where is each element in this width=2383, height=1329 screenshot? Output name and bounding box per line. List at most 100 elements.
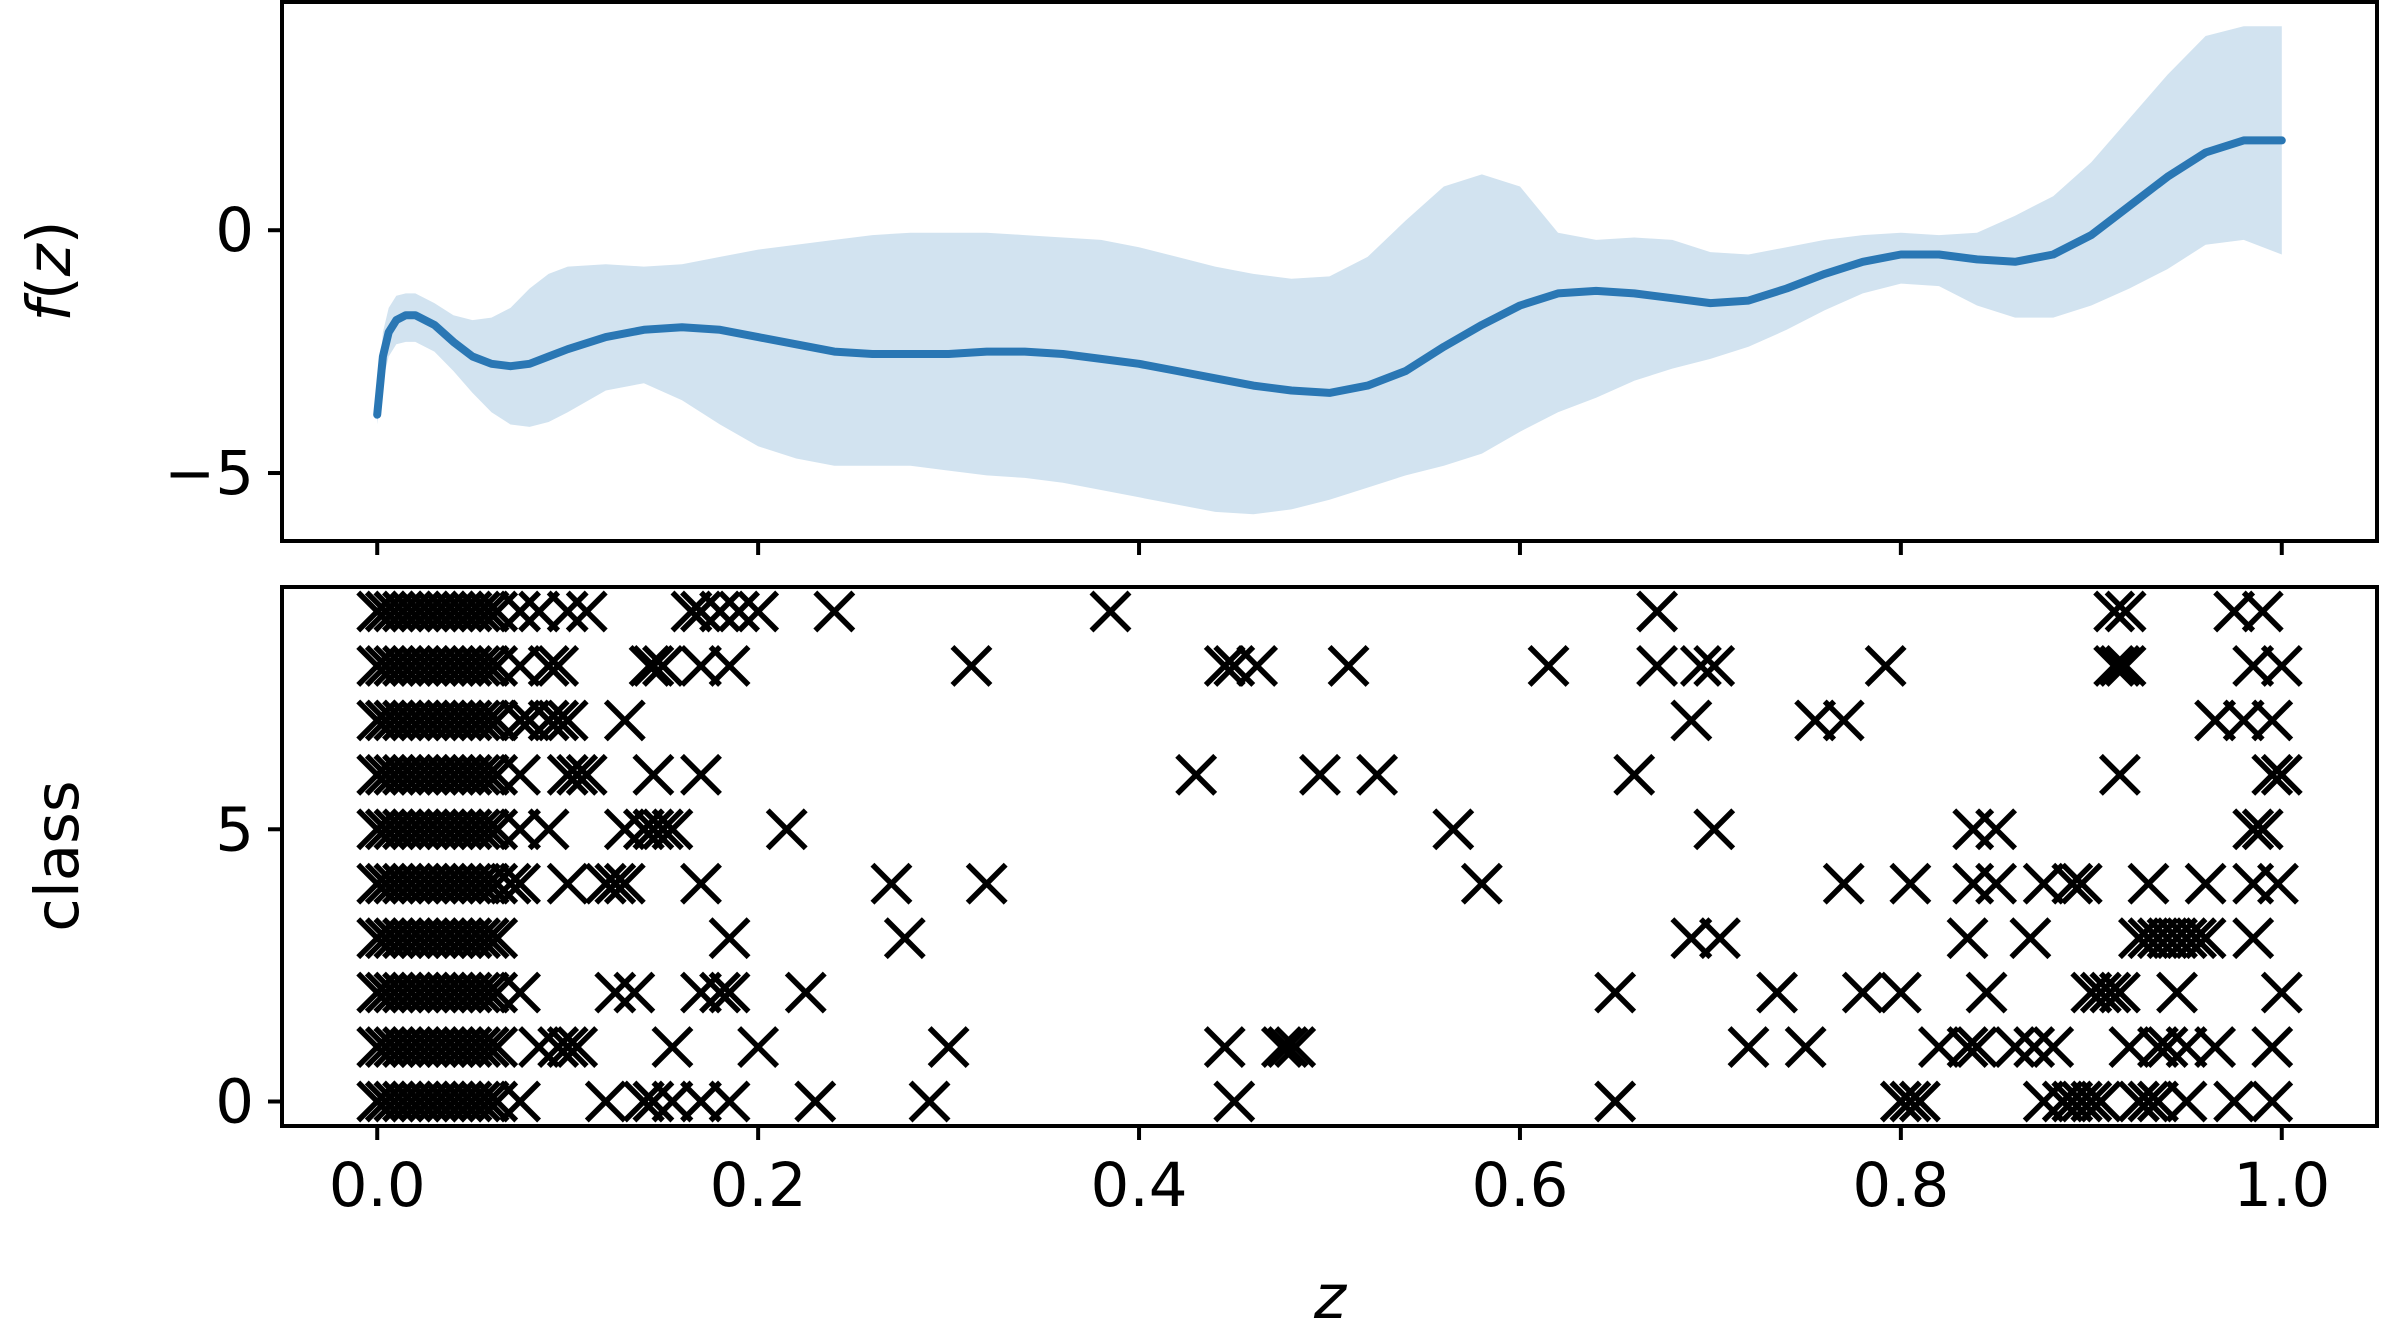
scatter-point — [708, 1080, 751, 1123]
scatter-point — [2032, 1026, 2075, 1069]
mean-line — [373, 136, 2286, 419]
scatter-point — [1879, 971, 1922, 1014]
scatter-point — [1260, 1026, 1303, 1069]
scatter-point — [459, 808, 502, 851]
uncertainty-band — [377, 26, 2282, 515]
scatter-point — [1822, 699, 1865, 742]
x-tick-label: 0.4 — [1091, 1150, 1188, 1221]
scatter-point — [2241, 808, 2284, 851]
scatter-point — [2156, 971, 2198, 1014]
scatter-point — [527, 699, 570, 742]
scatter-point — [699, 590, 741, 633]
scatter-point — [708, 917, 751, 960]
scatter-point — [603, 699, 646, 742]
y-tick-label: 0 — [215, 1067, 254, 1138]
scatter-point — [765, 808, 808, 851]
scatter-point — [1898, 1080, 1941, 1123]
top-panel: −5 0 f(z) — [14, 0, 2379, 555]
scatter-point — [489, 862, 532, 905]
scatter-point — [537, 644, 580, 687]
scatter-point — [1203, 1026, 1246, 1069]
scatter-point — [2098, 753, 2141, 796]
scatter-point — [459, 971, 502, 1014]
bottom-x-ticks: 0.0 0.2 0.4 0.6 0.8 1.0 — [329, 1126, 2330, 1221]
scatter-point — [1613, 753, 1656, 796]
scatter-point — [2241, 590, 2284, 633]
scatter-point — [2060, 1080, 2103, 1123]
scatter-point — [794, 1080, 837, 1123]
scatter-point — [2184, 862, 2227, 905]
scatter-point — [499, 862, 542, 905]
scatter-point — [1213, 1080, 1256, 1123]
scatter-point — [632, 1080, 675, 1123]
scatter-point — [1946, 1026, 1989, 1069]
scatter-point — [2089, 971, 2132, 1014]
x-tick-label: 0.0 — [329, 1150, 426, 1221]
scatter-point — [699, 971, 741, 1014]
scatter-point — [2257, 862, 2299, 905]
scatter-point — [2232, 917, 2275, 960]
scatter-point — [651, 808, 694, 851]
scatter-point — [467, 699, 510, 742]
x-tick-label: 0.2 — [710, 1150, 807, 1221]
scatter-point — [2251, 1026, 2294, 1069]
bottom-y-label: class — [22, 780, 93, 931]
scatter-point — [467, 1026, 510, 1069]
scatter-point — [467, 808, 510, 851]
scatter-point — [1636, 590, 1679, 633]
scatter-point — [594, 971, 637, 1014]
scatter-point — [1670, 699, 1713, 742]
scatter-point — [2098, 644, 2141, 687]
scatter-point — [1727, 1026, 1770, 1069]
y-tick-label: 0 — [215, 195, 254, 266]
scatter-point — [546, 1026, 589, 1069]
scatter-point — [2127, 862, 2170, 905]
scatter-point — [467, 971, 510, 1014]
scatter-point — [1432, 808, 1475, 851]
scatter-point — [1636, 644, 1679, 687]
scatter-point — [2104, 644, 2147, 687]
scatter-point — [1975, 808, 2018, 851]
scatter-point — [499, 1080, 542, 1123]
scatter-point — [632, 644, 675, 687]
scatter-point — [2260, 753, 2303, 796]
scatter-point — [1236, 644, 1279, 687]
scatter-point — [1965, 971, 2008, 1014]
scatter-point — [641, 644, 684, 687]
scatter-point — [1756, 971, 1799, 1014]
scatter-point — [2232, 808, 2275, 851]
scatter-point — [1994, 1026, 2037, 1069]
scatter-point — [1594, 1080, 1637, 1123]
bottom-frame — [280, 585, 2379, 1128]
scatter-point — [499, 590, 542, 633]
top-y-label-arg: z — [14, 242, 85, 277]
scatter-point — [1864, 644, 1907, 687]
scatter-point — [476, 917, 519, 960]
scatter-point — [1679, 644, 1722, 687]
scatter-point — [527, 644, 570, 687]
scatter-point — [546, 753, 589, 796]
x-tick-label: 0.8 — [1852, 1150, 1949, 1221]
scatter-point — [1527, 644, 1570, 687]
scatter-point — [2098, 971, 2141, 1014]
scatter-point — [632, 753, 675, 796]
top-y-label: f(z) — [14, 220, 85, 321]
scatter-point — [584, 1080, 627, 1123]
scatter-point — [476, 1026, 519, 1069]
top-y-ticks: −5 0 — [164, 195, 282, 509]
top-x-ticks — [375, 541, 2284, 555]
scatter-point — [908, 1080, 951, 1123]
scatter-point — [1822, 862, 1865, 905]
scatter-point — [546, 590, 589, 633]
y-tick-label: 5 — [215, 794, 254, 865]
scatter-point — [1784, 1026, 1827, 1069]
scatter-point — [708, 971, 751, 1014]
scatter-point — [556, 1026, 599, 1069]
scatter-point — [737, 590, 780, 633]
scatter-point — [546, 699, 589, 742]
scatter-point — [2070, 1080, 2113, 1123]
scatter-point — [1841, 971, 1884, 1014]
scatter-point — [2184, 917, 2227, 960]
scatter-point — [459, 644, 502, 687]
scatter-point — [2104, 590, 2147, 633]
